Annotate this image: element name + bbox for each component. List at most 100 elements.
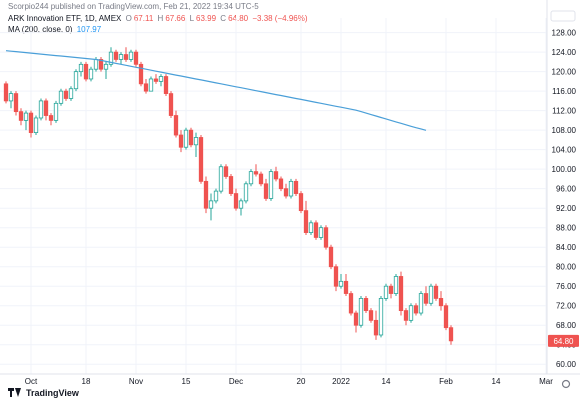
- candle-down: [203, 180, 209, 209]
- tradingview-footer: TradingView: [8, 388, 79, 398]
- candle-down: [328, 246, 334, 268]
- brand-name: TradingView: [26, 388, 79, 398]
- candle-down: [313, 222, 319, 238]
- ma-line: [5, 50, 427, 131]
- candle-down: [353, 312, 359, 326]
- low-label: L: [189, 14, 195, 23]
- y-tick-label: 124.00: [552, 48, 577, 57]
- x-tick-label: Oct: [25, 377, 38, 386]
- candle-down: [48, 115, 54, 121]
- candle-down: [438, 298, 444, 307]
- candle-down: [258, 173, 264, 185]
- candle-down: [388, 285, 394, 294]
- y-tick-label: 100.00: [552, 165, 577, 174]
- candle-down: [398, 276, 404, 312]
- candle-up: [218, 166, 224, 192]
- candle-down: [133, 51, 139, 65]
- candle-up: [103, 63, 109, 70]
- candle-up: [393, 276, 399, 294]
- candle-down: [188, 129, 194, 146]
- candle-up: [73, 71, 79, 90]
- y-tick-label: 88.00: [556, 224, 577, 233]
- y-tick-label: 84.00: [556, 243, 577, 252]
- candle-down: [433, 285, 439, 299]
- candle-up: [238, 200, 244, 209]
- candle-up: [208, 200, 214, 209]
- candle-down: [228, 176, 234, 194]
- symbol-name[interactable]: ARK Innovation ETF, 1D, AMEX: [8, 14, 122, 23]
- candle-down: [198, 137, 204, 182]
- candle-up: [308, 222, 314, 233]
- candle-down: [348, 293, 354, 314]
- candle-down: [278, 178, 284, 190]
- candle-up: [288, 180, 294, 197]
- candle-down: [153, 78, 159, 82]
- candle-down: [28, 112, 34, 134]
- candle-down: [3, 83, 9, 102]
- candle-down: [113, 51, 119, 60]
- candle-down: [253, 171, 259, 175]
- candle-down: [233, 193, 239, 209]
- candle-up: [118, 54, 124, 60]
- y-tick-label: 60.00: [556, 360, 577, 369]
- candle-up: [88, 68, 94, 80]
- candle-down: [373, 319, 379, 336]
- x-tick-label: Nov: [129, 377, 143, 386]
- candle-up: [53, 102, 59, 121]
- candle-up: [128, 51, 134, 60]
- candle-down: [263, 183, 269, 199]
- close-label: C: [220, 14, 227, 23]
- x-tick-label: 20: [297, 377, 306, 386]
- candle-up: [378, 298, 384, 336]
- y-tick-label: 120.00: [552, 68, 577, 77]
- x-tick-label: 18: [82, 377, 91, 386]
- ma-legend: MA (200, close, 0) 107.97: [8, 25, 103, 34]
- candle-down: [18, 111, 24, 121]
- y-tick-label: 112.00: [552, 107, 576, 116]
- candle-up: [318, 227, 324, 238]
- change-value: −3.38 (−4.96%): [252, 14, 308, 23]
- candle-down: [143, 83, 149, 92]
- candle-down: [173, 115, 179, 136]
- candle-down: [273, 171, 279, 180]
- candle-down: [368, 310, 374, 321]
- candle-down: [83, 63, 89, 80]
- last-price-badge: [548, 334, 579, 347]
- candle-down: [223, 166, 229, 177]
- candle-down: [333, 266, 339, 287]
- candle-down: [178, 134, 184, 148]
- candle-down: [403, 310, 409, 321]
- candle-down: [163, 76, 169, 94]
- candle-up: [108, 51, 114, 65]
- high-label: H: [157, 14, 164, 23]
- ma-value: 107.97: [76, 25, 102, 34]
- low-value: 63.99: [196, 14, 217, 23]
- candle-down: [323, 227, 329, 248]
- candle-down: [43, 100, 49, 116]
- ma-label[interactable]: MA (200, close, 0): [8, 25, 73, 34]
- close-value: 64.80: [228, 14, 249, 23]
- candle-up: [383, 285, 389, 299]
- candle-down: [413, 305, 419, 314]
- candle-down: [13, 93, 19, 113]
- candle-up: [248, 171, 254, 185]
- candle-up: [358, 298, 364, 326]
- y-tick-label: 76.00: [556, 282, 577, 291]
- x-tick-label: 14: [492, 377, 501, 386]
- y-tick-label: 128.00: [552, 29, 577, 38]
- settings-gear-icon[interactable]: [561, 379, 571, 389]
- candle-up: [193, 137, 199, 146]
- candle-down: [303, 210, 309, 233]
- candle-down: [423, 293, 429, 304]
- candle-up: [148, 78, 154, 92]
- candle-up: [418, 293, 424, 314]
- x-tick-label: Feb: [439, 377, 453, 386]
- x-tick-label: 15: [182, 377, 191, 386]
- y-tick-label: 104.00: [552, 146, 577, 155]
- y-tick-label: 116.00: [552, 87, 576, 96]
- x-tick-label: 14: [382, 377, 391, 386]
- candle-down: [298, 193, 304, 212]
- candle-up: [243, 183, 249, 202]
- candle-down: [293, 180, 299, 194]
